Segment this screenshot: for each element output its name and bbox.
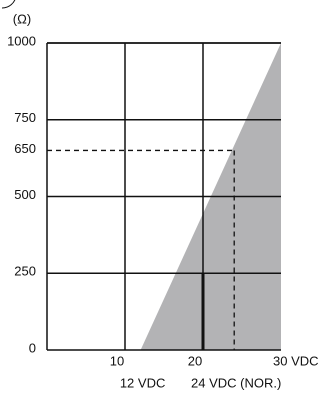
x-tick-label: 30 VDC [273, 353, 319, 368]
x-tick-label: 10 [110, 353, 124, 368]
decoration [1, 0, 16, 9]
y-tick-label: 0 [29, 340, 36, 355]
x-tick-label: 20 [188, 353, 202, 368]
annotation: 24 VDC (NOR.) [191, 375, 281, 390]
annotation: 12 VDC [120, 375, 166, 390]
y-tick-label: 500 [14, 187, 36, 202]
y-tick-label: 750 [14, 110, 36, 125]
y-tick-label: 650 [14, 141, 36, 156]
y-tick-label: 250 [14, 264, 36, 279]
y-axis-label: (Ω) [13, 11, 31, 26]
y-tick-label: 1000 [7, 33, 36, 48]
